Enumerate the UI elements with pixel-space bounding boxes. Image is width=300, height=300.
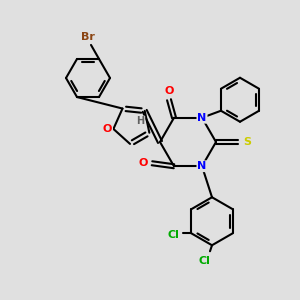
Text: H: H xyxy=(136,116,144,126)
Text: O: O xyxy=(103,124,112,134)
Text: Cl: Cl xyxy=(167,230,179,240)
Text: O: O xyxy=(138,158,148,168)
Text: Cl: Cl xyxy=(198,256,210,266)
Text: O: O xyxy=(164,86,174,96)
Text: N: N xyxy=(197,113,207,123)
Text: N: N xyxy=(197,161,207,171)
Text: S: S xyxy=(243,137,251,147)
Text: Br: Br xyxy=(81,32,95,42)
